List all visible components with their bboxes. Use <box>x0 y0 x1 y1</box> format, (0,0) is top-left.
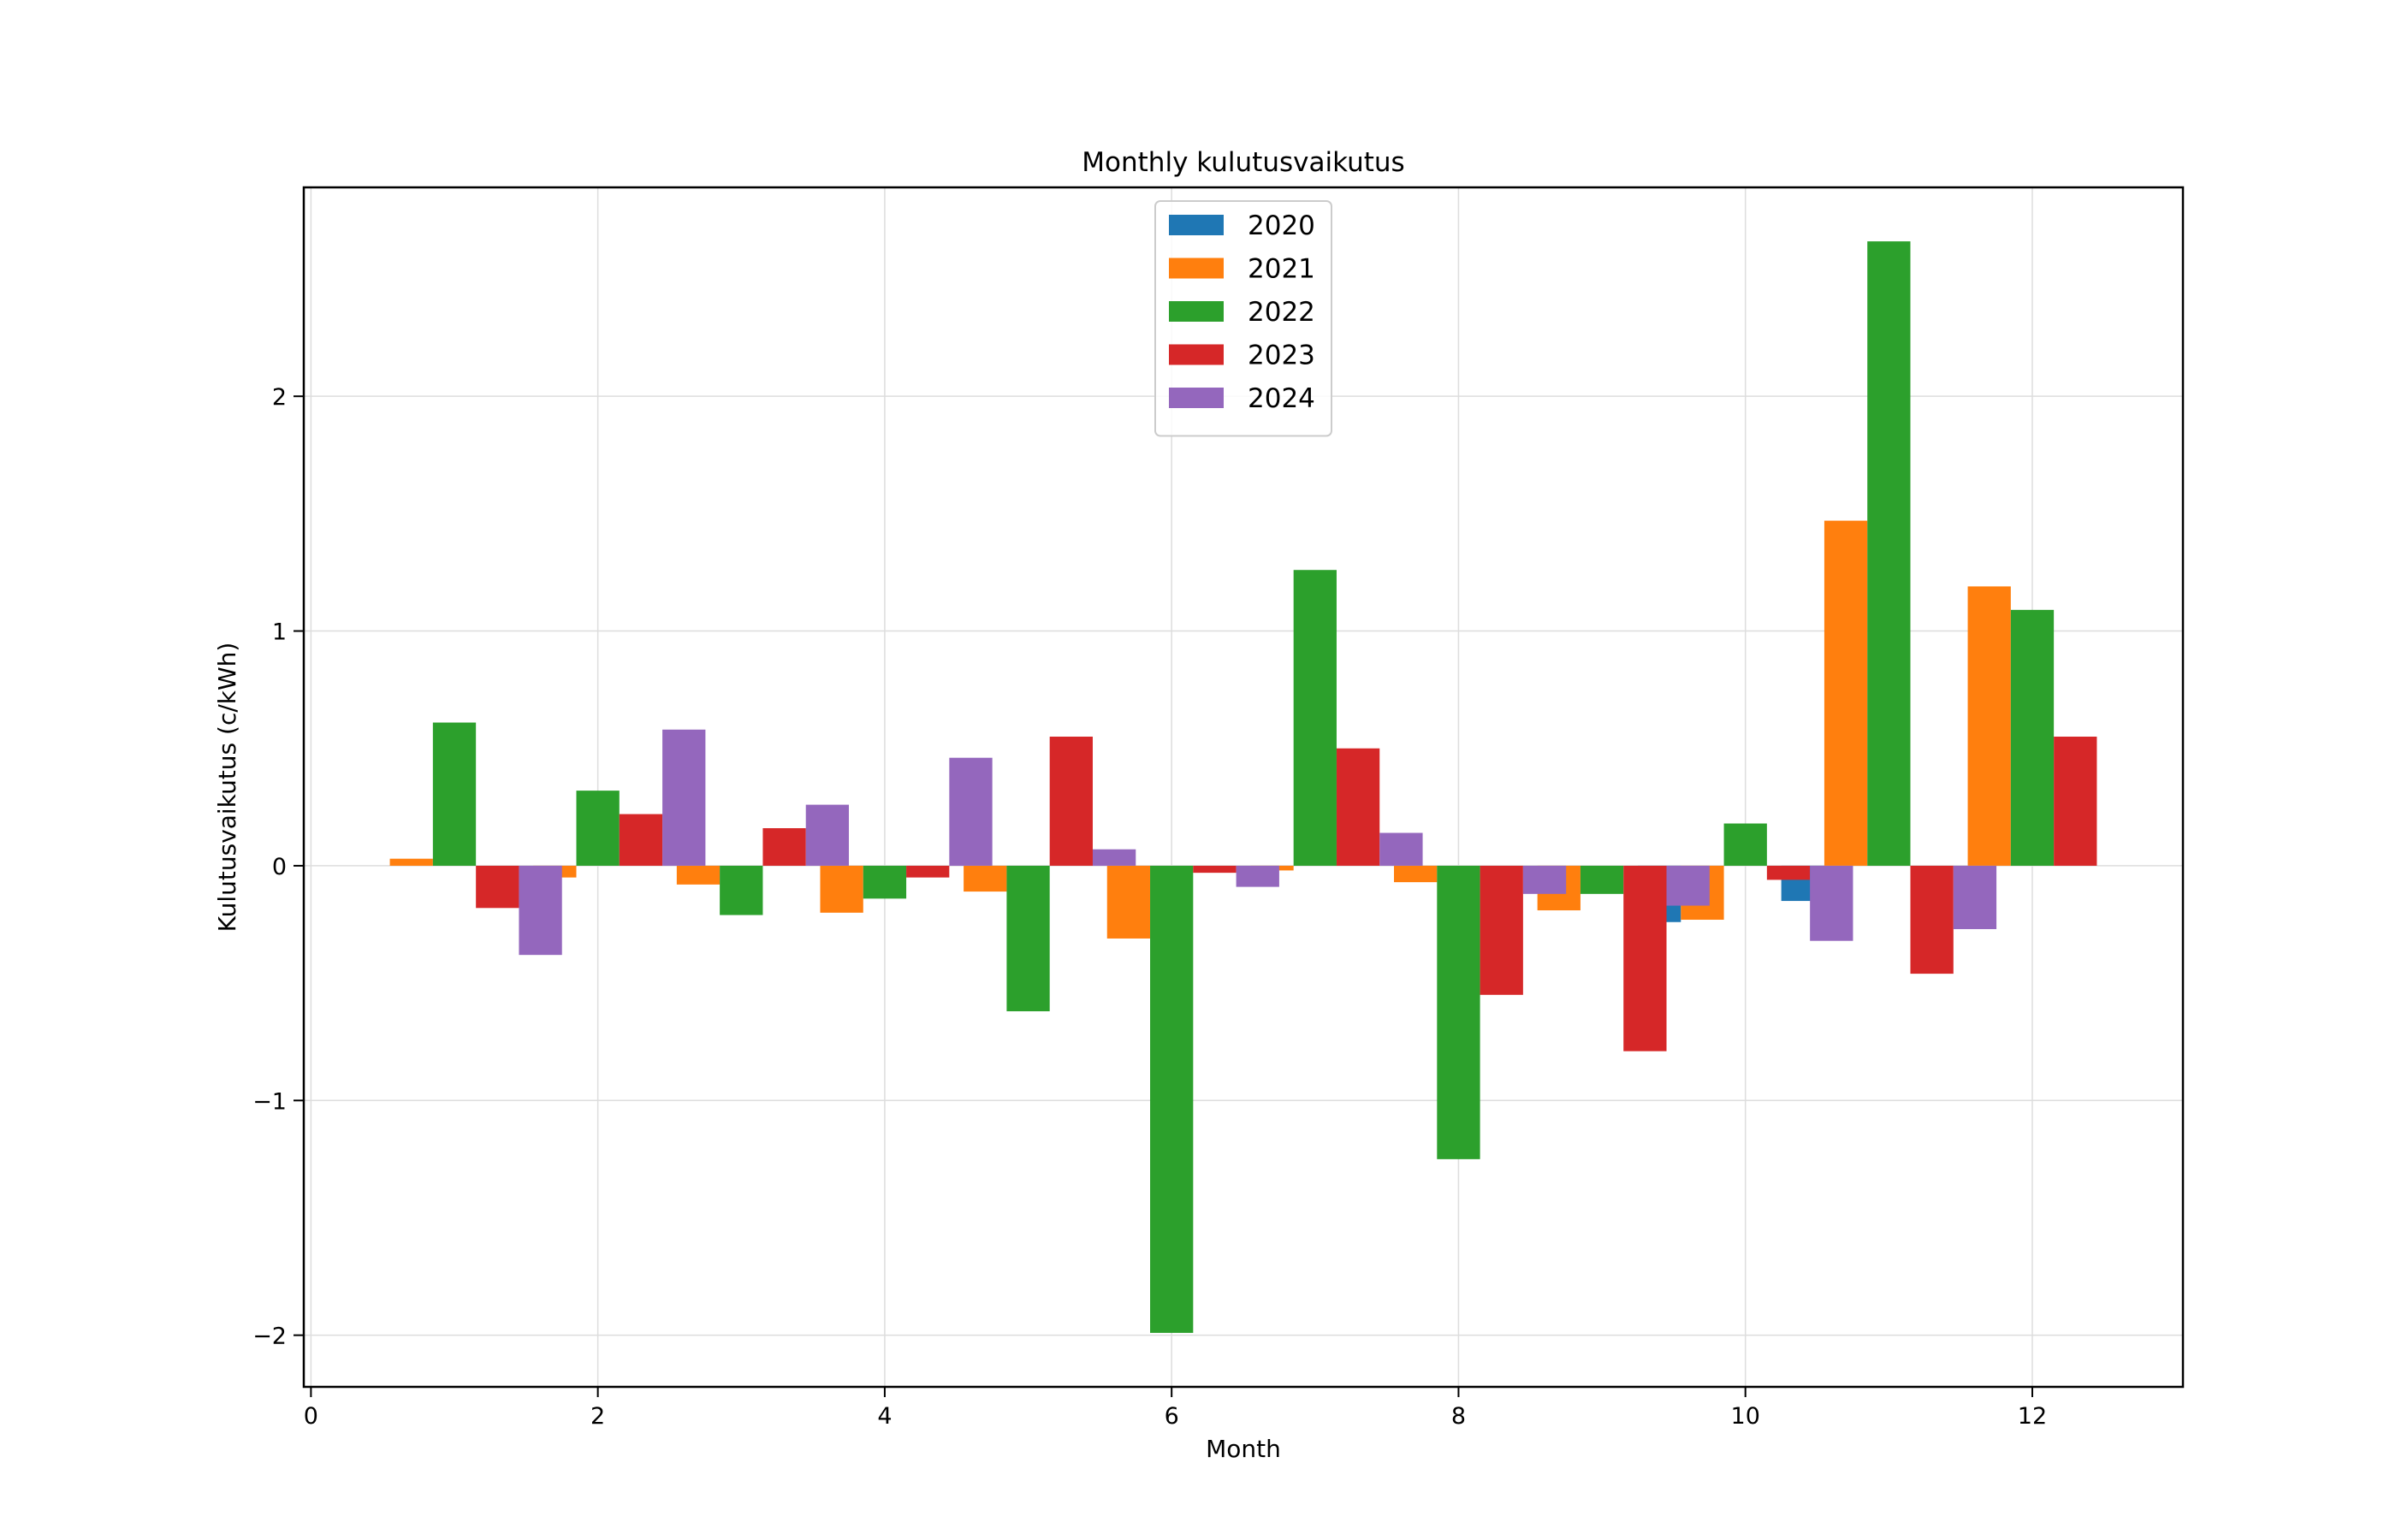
bars <box>389 241 2097 1333</box>
plot-frame <box>302 186 2185 1389</box>
bar-2021-month-1 <box>389 858 433 866</box>
bar-2022-month-2 <box>576 791 620 866</box>
x-tick-label: 8 <box>1451 1403 1466 1430</box>
bar-2024-month-4 <box>949 757 993 866</box>
bar-2022-month-12 <box>2010 609 2055 866</box>
bar-2023-month-11 <box>1910 865 1954 974</box>
bar-2022-month-11 <box>1867 241 1911 866</box>
bar-2021-month-8 <box>1394 865 1438 883</box>
y-tick-label: 0 <box>272 854 287 880</box>
bar-2024-month-8 <box>1522 865 1567 894</box>
bar-2022-month-5 <box>1006 865 1050 1012</box>
bar-2021-month-5 <box>964 865 1007 892</box>
bar-2021-month-11 <box>1824 520 1868 866</box>
legend-swatch-2020 <box>1169 215 1224 235</box>
y-tick-label: −1 <box>252 1088 287 1115</box>
bar-2022-month-10 <box>1723 823 1767 866</box>
x-axis-label: Month <box>1206 1435 1281 1463</box>
bar-2023-month-3 <box>762 828 806 866</box>
bar-2022-month-1 <box>432 722 477 866</box>
x-tick-label: 0 <box>304 1403 318 1430</box>
y-tick-label: 1 <box>272 619 287 646</box>
y-tick-label: 2 <box>272 384 287 411</box>
bar-2021-month-6 <box>1106 865 1151 939</box>
bar-2024-month-3 <box>805 804 850 866</box>
bar-2023-month-2 <box>619 814 663 866</box>
chart-title: Monthly kulutusvaikutus <box>1082 147 1404 178</box>
bar-2024-month-6 <box>1236 865 1279 887</box>
x-tick-label: 10 <box>1731 1403 1760 1430</box>
bar-2021-month-12 <box>1967 586 2011 866</box>
x-axis: 0 2 4 6 8 10 12 <box>304 1387 2047 1430</box>
legend-label-2021: 2021 <box>1248 254 1315 285</box>
bar-2023-month-4 <box>906 865 950 878</box>
bar-2023-month-1 <box>476 865 519 909</box>
legend-label-2022: 2022 <box>1248 297 1315 328</box>
bar-2021-month-3 <box>676 865 721 885</box>
legend-swatch-2022 <box>1169 301 1224 322</box>
bar-2022-month-3 <box>720 865 763 915</box>
bar-2024-month-1 <box>519 865 562 956</box>
bar-2022-month-9 <box>1580 865 1624 894</box>
bar-2023-month-5 <box>1049 737 1093 866</box>
legend: 2020 2021 2022 2023 2024 <box>1154 200 1332 437</box>
bar-2021-month-4 <box>820 865 863 913</box>
bar-2024-month-5 <box>1092 849 1136 866</box>
legend-swatch-2024 <box>1169 388 1224 408</box>
bar-2024-month-9 <box>1666 865 1710 906</box>
x-tick-label: 2 <box>590 1403 605 1430</box>
legend-swatch-2023 <box>1169 344 1224 365</box>
legend-swatch-2021 <box>1169 258 1224 279</box>
bar-2023-month-10 <box>1766 865 1811 880</box>
bar-2022-month-6 <box>1150 865 1194 1333</box>
bar-2023-month-8 <box>1480 865 1523 995</box>
bar-2022-month-7 <box>1293 570 1337 866</box>
y-axis-label: Kulutusvaikutus (c/kWh) <box>213 643 241 933</box>
bar-2023-month-12 <box>2054 737 2097 866</box>
x-tick-label: 12 <box>2018 1403 2047 1430</box>
legend-label-2020: 2020 <box>1248 210 1315 241</box>
y-axis: −2 −1 0 1 2 <box>252 384 304 1350</box>
bar-2024-month-2 <box>662 729 706 866</box>
bar-2022-month-8 <box>1437 865 1480 1159</box>
legend-label-2023: 2023 <box>1248 341 1315 371</box>
bar-2023-month-7 <box>1336 748 1380 866</box>
bar-2024-month-10 <box>1810 865 1853 941</box>
bar-2024-month-7 <box>1379 832 1423 866</box>
bar-2024-month-11 <box>1953 865 1997 929</box>
x-tick-label: 6 <box>1165 1403 1179 1430</box>
y-tick-label: −2 <box>252 1324 287 1350</box>
x-tick-label: 4 <box>877 1403 892 1430</box>
bar-2023-month-6 <box>1193 865 1237 874</box>
bar-2023-month-9 <box>1623 865 1667 1051</box>
bar-2022-month-4 <box>863 865 907 899</box>
legend-label-2024: 2024 <box>1248 383 1315 414</box>
